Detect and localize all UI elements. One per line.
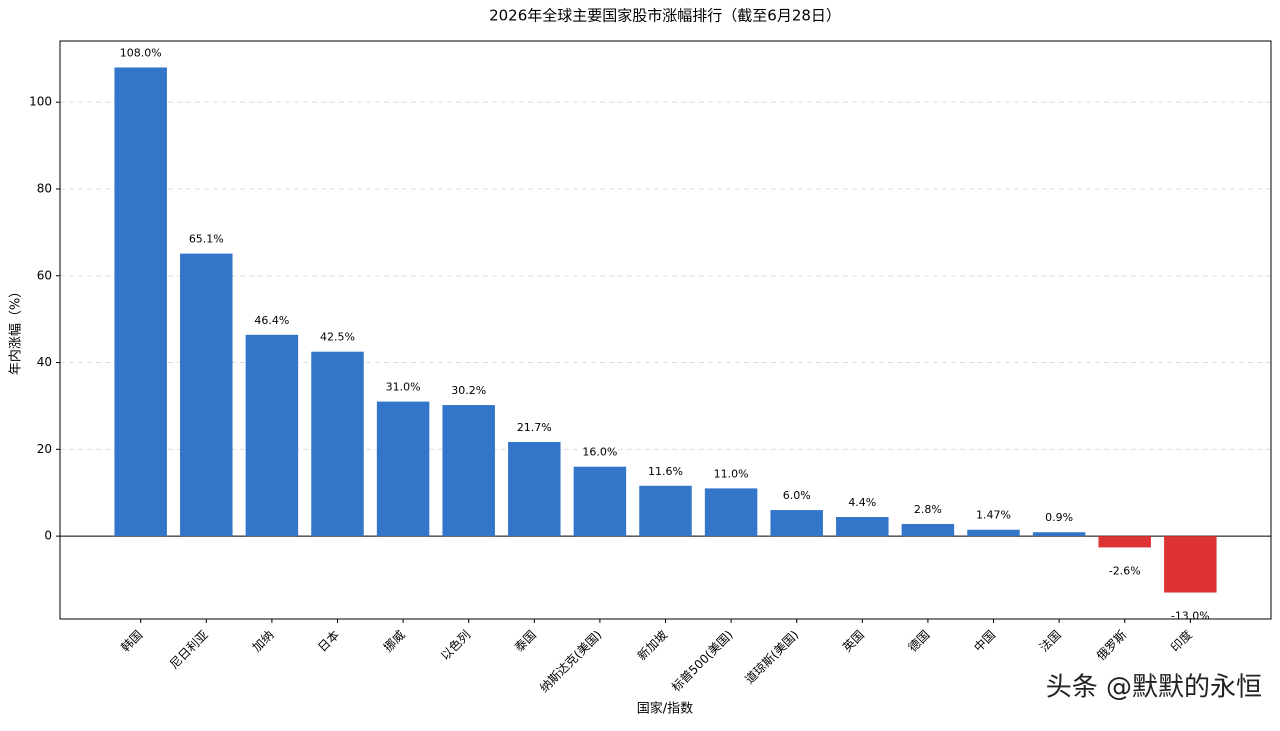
y-tick-label: 60 [37, 268, 52, 282]
bar [704, 488, 758, 537]
bar [245, 334, 299, 537]
y-axis-label: 年内涨幅（%） [8, 285, 24, 375]
value-label: 2.8% [914, 503, 942, 516]
x-tick-label: 印度 [1167, 627, 1195, 655]
x-tick-label: 德国 [905, 627, 933, 655]
x-tick-label: 以色列 [438, 628, 473, 663]
bar [311, 351, 364, 537]
x-tick-label: 日本 [315, 628, 342, 655]
value-label: 46.4% [254, 314, 289, 327]
value-label: -2.6% [1109, 564, 1141, 577]
chart-title: 2026年全球主要国家股市涨幅排行（截至6月28日） [489, 7, 841, 25]
value-label: 42.5% [320, 331, 355, 344]
x-tick-label: 纳斯达克(美国) [537, 628, 604, 695]
x-axis-label: 国家/指数 [637, 701, 693, 717]
y-tick-label: 20 [37, 442, 52, 456]
bar [442, 405, 495, 537]
value-label: 16.0% [582, 446, 617, 459]
bar [573, 466, 627, 537]
bar [1098, 536, 1151, 548]
y-tick-label: 100 [29, 95, 52, 109]
x-tick-label: 尼日利亚 [167, 628, 211, 672]
bar [836, 517, 889, 537]
bar [639, 485, 692, 537]
value-label: 31.0% [386, 381, 421, 394]
y-tick-label: 80 [37, 181, 52, 195]
x-tick-label: 泰国 [512, 628, 539, 655]
value-label: 21.7% [517, 421, 552, 434]
value-label: 108.0% [120, 46, 162, 59]
value-label: 1.47% [976, 509, 1011, 522]
x-tick-label: 法国 [1037, 628, 1064, 655]
x-tick-label: 俄罗斯 [1094, 628, 1129, 663]
y-tick-label: 0 [44, 529, 52, 543]
value-label: 30.2% [451, 384, 486, 397]
x-tick-label: 中国 [971, 627, 999, 655]
x-tick-label: 韩国 [118, 627, 146, 655]
bar [1032, 532, 1086, 537]
x-tick-label: 挪威 [381, 628, 408, 655]
watermark: 头条 @默默的永恒 [1046, 673, 1262, 703]
plot-frame [59, 40, 1272, 620]
bar [180, 253, 233, 537]
value-label: 11.6% [648, 465, 683, 478]
bar [508, 441, 561, 537]
bar [1164, 536, 1217, 593]
value-label: 65.1% [189, 233, 224, 246]
value-label: -13.0% [1171, 610, 1210, 623]
value-label: 4.4% [848, 496, 876, 509]
value-label: 0.9% [1045, 511, 1073, 524]
value-label: 11.0% [714, 467, 749, 480]
bar [376, 401, 430, 537]
x-tick-label: 道琼斯(美国) [742, 627, 802, 687]
y-tick-label: 40 [37, 355, 52, 369]
bar [967, 529, 1020, 537]
bar [114, 67, 167, 537]
x-tick-label: 加纳 [250, 628, 277, 655]
x-tick-label: 英国 [840, 628, 867, 655]
value-label: 6.0% [783, 489, 811, 502]
bar [901, 523, 955, 537]
bar [770, 510, 823, 537]
x-tick-label: 新加坡 [634, 627, 670, 663]
x-tick-label: 标普500(美国) [669, 628, 736, 695]
